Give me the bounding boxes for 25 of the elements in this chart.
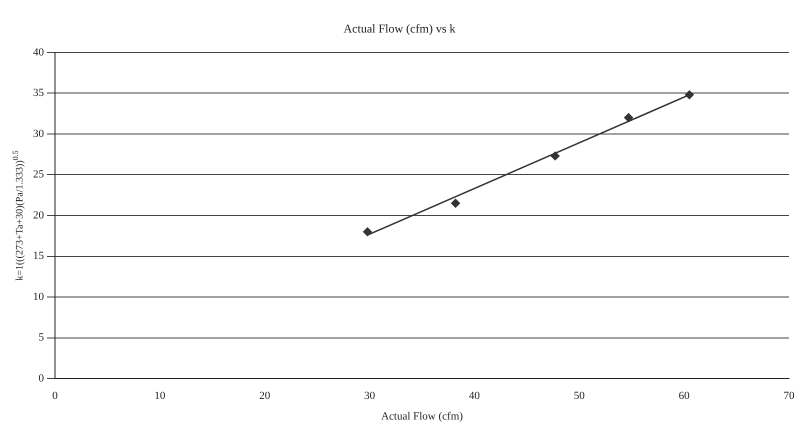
y-tick-label: 35 bbox=[33, 87, 44, 100]
y-tick-label: 25 bbox=[33, 168, 44, 181]
x-axis-title: Actual Flow (cfm) bbox=[381, 410, 464, 422]
x-tick-label: 60 bbox=[678, 390, 690, 402]
x-tick-label: 0 bbox=[52, 390, 58, 402]
point bbox=[624, 113, 634, 122]
point bbox=[451, 198, 460, 208]
chart-title: Actual Flow (cfm) vs k bbox=[344, 21, 456, 36]
y-tick-label: 40 bbox=[33, 46, 44, 58]
y-axis-title: k=1(((273+Ta+30)(Pa/1.333))0.5 bbox=[11, 150, 26, 281]
y-tick-label: 10 bbox=[33, 290, 44, 303]
x-tick-label: 10 bbox=[154, 390, 166, 402]
point bbox=[684, 90, 694, 100]
point bbox=[550, 151, 560, 160]
y-tick-label: 30 bbox=[33, 128, 44, 140]
x-tick-label: 30 bbox=[364, 390, 376, 402]
y-tick-label: 20 bbox=[33, 209, 44, 222]
y-tick-label: 15 bbox=[33, 250, 44, 262]
x-tick-label: 50 bbox=[574, 390, 586, 402]
y-tick-label: 5 bbox=[38, 332, 44, 344]
x-tick-label: 20 bbox=[259, 390, 271, 402]
x-tick-label: 40 bbox=[468, 390, 480, 402]
point bbox=[362, 227, 372, 236]
x-tick-label: 70 bbox=[784, 390, 795, 402]
y-tick-label: 0 bbox=[38, 372, 44, 384]
